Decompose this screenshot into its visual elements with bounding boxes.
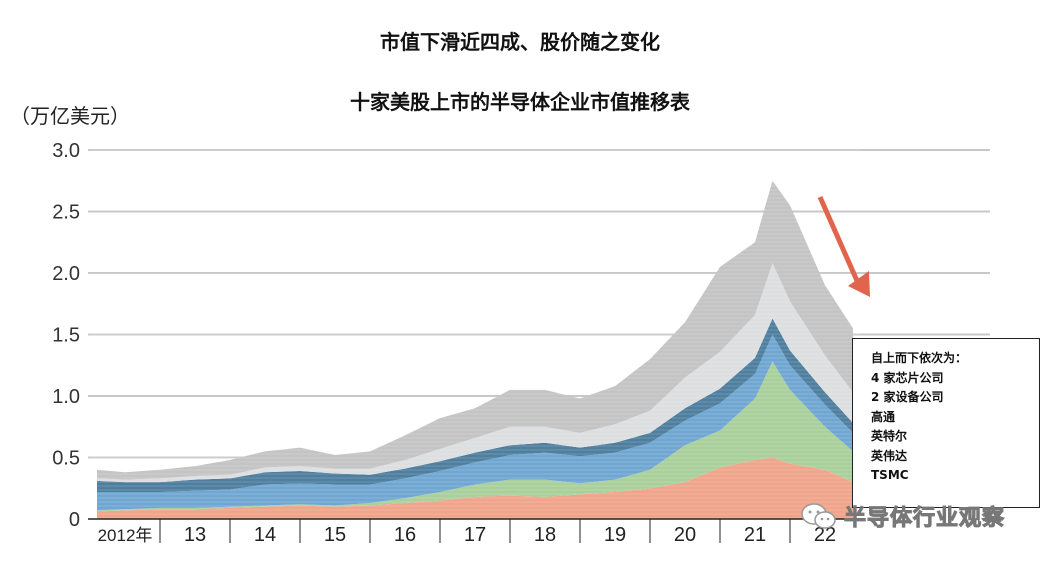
watermark-text: 半导体行业观察 <box>843 506 1006 532</box>
arrow-head <box>848 271 870 297</box>
area-2 家设备公司 <box>97 263 853 483</box>
y-tick-label: 1.0 <box>52 386 80 408</box>
legend-heading: 自上而下依次为： <box>871 351 968 365</box>
chart-subtitle: 十家美股上市的半导体企业市值推移表 <box>350 90 690 114</box>
x-tick-label: 20 <box>674 524 696 546</box>
wechat-icon <box>801 503 836 529</box>
chart-title: 市值下滑近四成、股价随之变化 <box>380 30 660 54</box>
x-tick-label: 17 <box>464 524 486 546</box>
legend-item-equipment-companies: 2 家设备公司 <box>871 390 944 404</box>
area-高通 <box>97 318 853 492</box>
x-tick-label: 2012年 <box>98 526 153 545</box>
legend-item-nvidia: 英伟达 <box>871 448 908 463</box>
x-tick-label: 19 <box>604 524 626 546</box>
arrow-shaft <box>817 195 861 285</box>
x-tick-label: 14 <box>254 524 276 546</box>
x-tick-label: 18 <box>534 524 556 546</box>
x-tick-label: 22 <box>814 524 836 546</box>
area-英伟达 <box>97 361 853 512</box>
x-tick-label: 15 <box>324 524 346 546</box>
area-英特尔 <box>97 334 853 511</box>
legend-item-tsmc: TSMC <box>871 468 909 482</box>
y-tick-label: 1.5 <box>52 325 80 347</box>
y-tick-label: 0.5 <box>52 448 80 470</box>
x-tick-label: 21 <box>744 524 766 546</box>
y-tick-label: 2.0 <box>52 263 80 285</box>
x-tick-label: 16 <box>394 524 416 546</box>
legend-item-intel: 英特尔 <box>871 429 908 443</box>
legend: 自上而下依次为： 4 家芯片公司 2 家设备公司 高通 英特尔 英伟达 TSMC <box>852 338 1040 508</box>
y-tick-label: 2.5 <box>52 202 80 224</box>
y-tick-label: 3.0 <box>52 140 80 162</box>
legend-item-chip-companies: 4 家芯片公司 <box>871 370 944 385</box>
y-axis-label: （万亿美元） <box>10 104 130 128</box>
area-4 家芯片公司 <box>97 180 853 480</box>
watermark: 半导体行业观察 <box>800 500 1005 532</box>
x-tick-label: 13 <box>184 524 206 546</box>
legend-item-qualcomm: 高通 <box>871 409 896 424</box>
y-tick-label: 0 <box>69 509 80 531</box>
area-TSMC <box>97 457 853 519</box>
